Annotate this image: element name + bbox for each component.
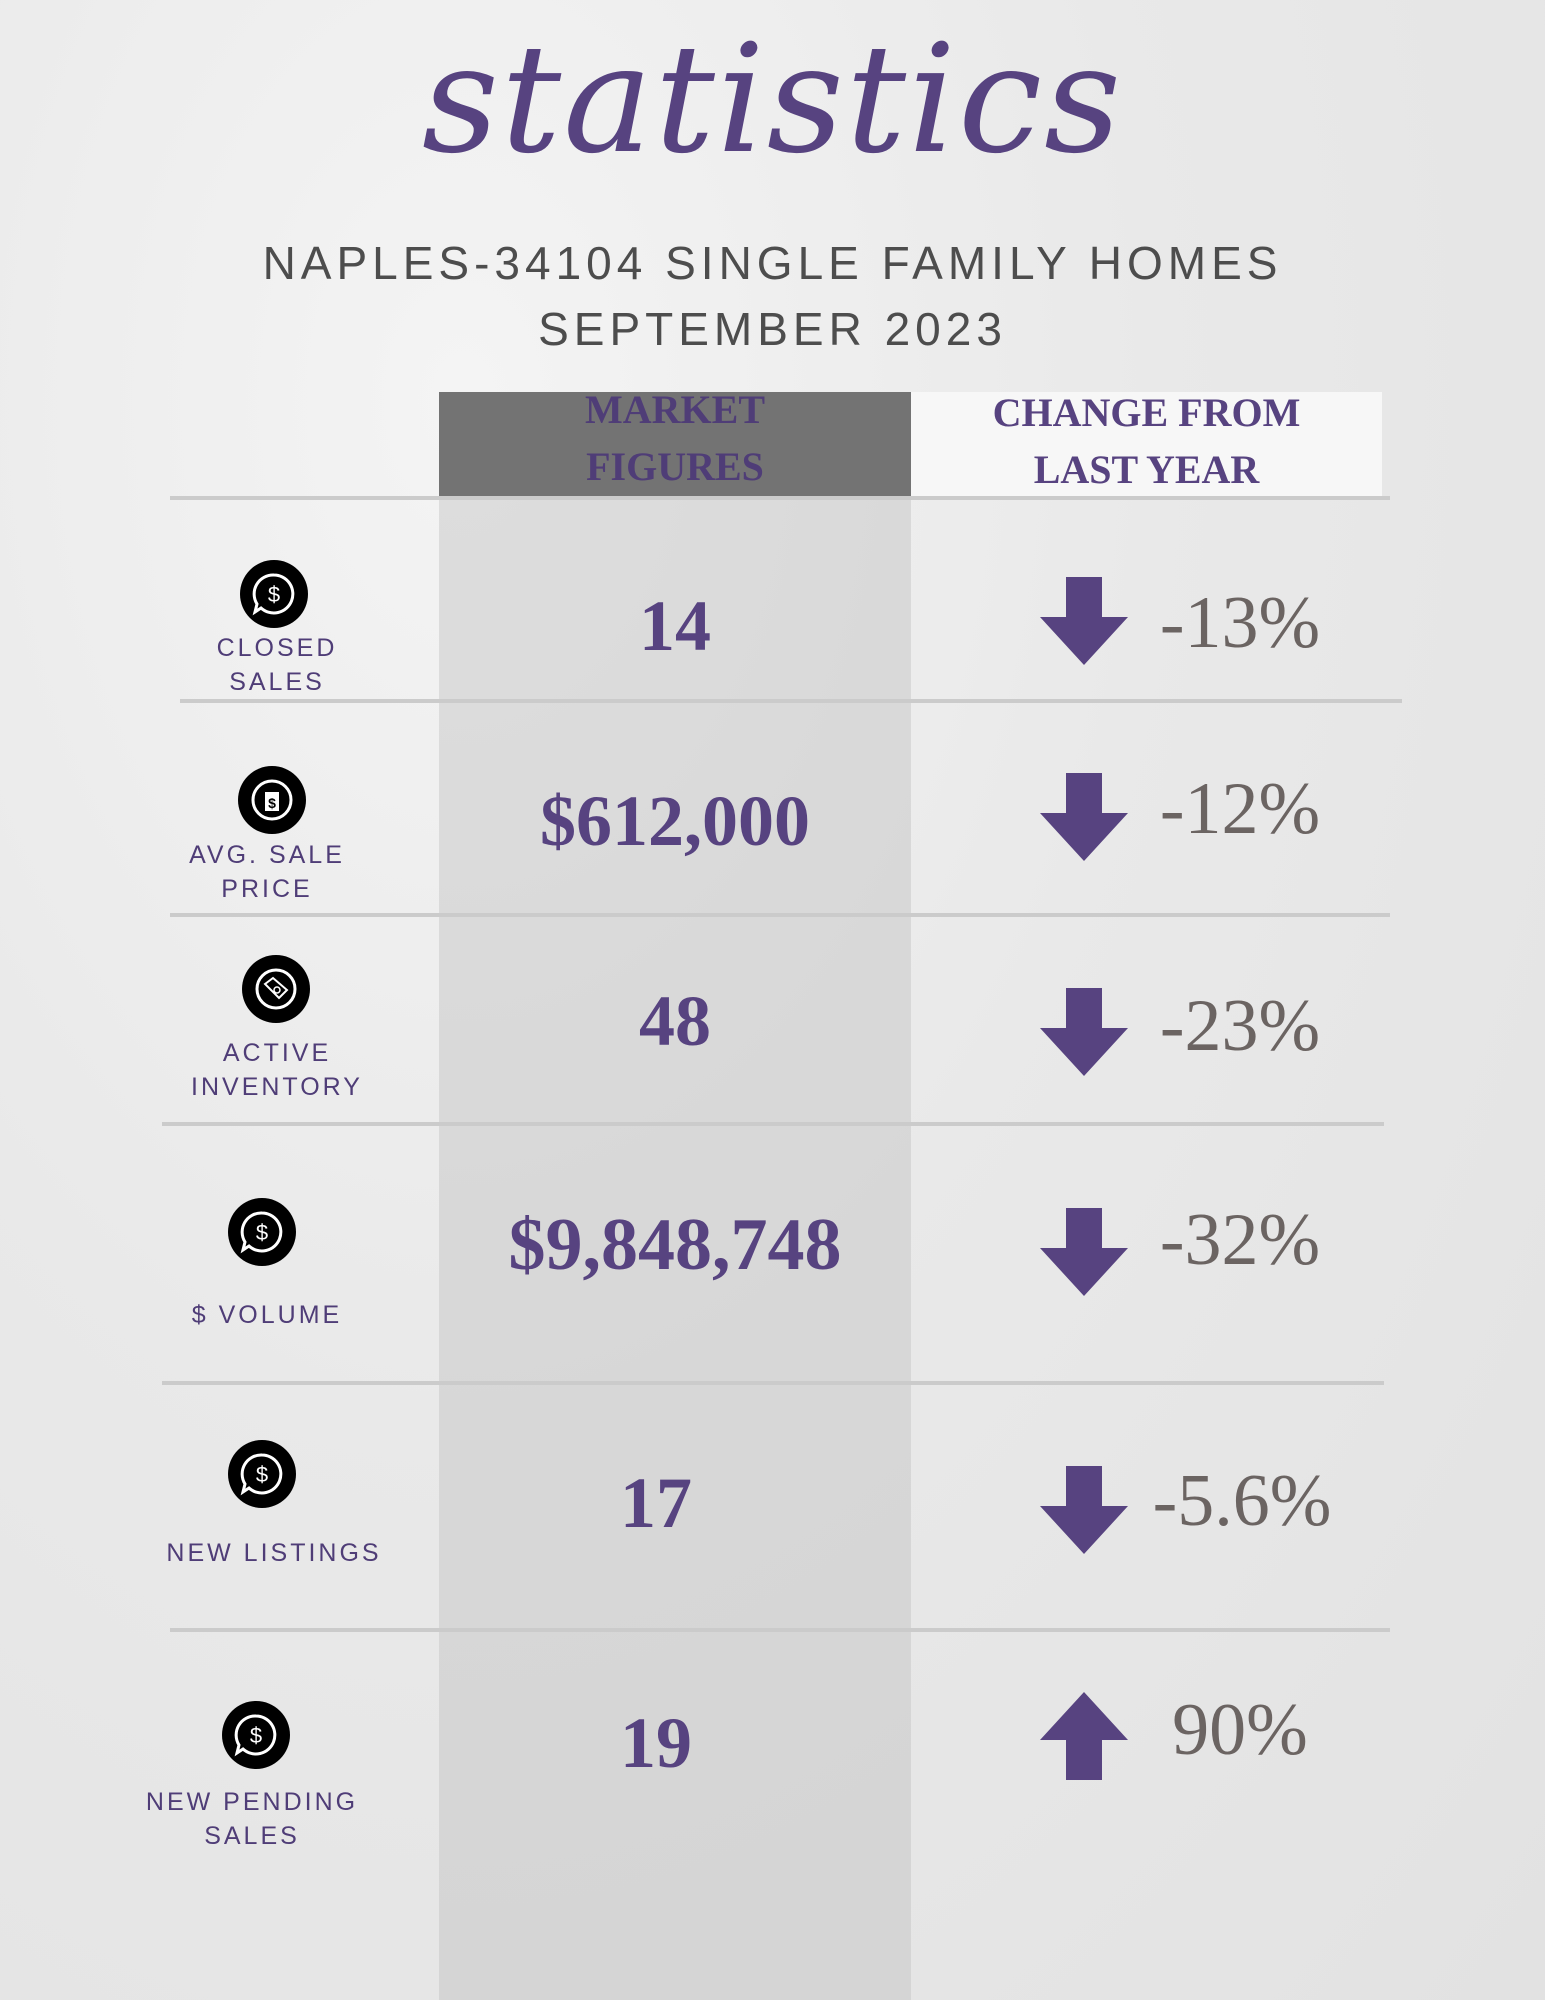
dollar-chat-icon: $: [240, 560, 308, 628]
divider: [170, 1628, 1390, 1632]
market-figures-header-bg: [439, 392, 911, 497]
change-new-pending-sales: 90%: [1172, 1689, 1308, 1771]
subtitle-location: NAPLES-34104 SINGLE FAMILY HOMES: [262, 237, 1283, 289]
value-closed-sales: 14: [639, 586, 711, 666]
row-label-new-pending-sales: NEW PENDING SALES: [145, 1788, 359, 1850]
change-header: CHANGE FROM LAST YEAR: [911, 384, 1382, 498]
divider: [170, 496, 1390, 500]
arrow-down-icon: [1040, 773, 1128, 861]
row-label-avg-sale-price: AVG. SALE PRICE: [189, 841, 345, 903]
value-avg-sale-price: $612,000: [540, 781, 810, 861]
svg-text:$: $: [268, 582, 280, 607]
change-avg-sale-price: -12%: [1159, 768, 1321, 850]
arrow-up-icon: [1040, 1692, 1128, 1780]
divider: [180, 699, 1402, 703]
arrow-down-icon: [1040, 988, 1128, 1076]
value-active-inventory: 48: [639, 981, 711, 1061]
market-figures-header-line2: FIGURES: [586, 444, 764, 489]
change-volume: -32%: [1159, 1199, 1321, 1281]
row-label-new-listings: NEW LISTINGS: [166, 1539, 382, 1567]
page-title: statistics: [421, 13, 1124, 187]
value-volume: $9,848,748: [508, 1204, 842, 1286]
value-new-listings: 17: [620, 1463, 692, 1543]
arrow-down-icon: [1040, 1466, 1128, 1554]
divider: [170, 913, 1390, 917]
row-label-volume: $ VOLUME: [191, 1301, 343, 1329]
market-figures-header: MARKET FIGURES: [439, 381, 911, 495]
tag-icon: [242, 955, 310, 1023]
dollar-chat-icon: $: [222, 1701, 290, 1769]
change-new-listings: -5.6%: [1152, 1460, 1332, 1542]
change-closed-sales: -13%: [1159, 582, 1321, 664]
svg-text:$: $: [256, 1220, 268, 1245]
svg-text:$: $: [250, 1723, 262, 1748]
price-tag-icon: $: [238, 766, 306, 834]
dollar-chat-icon: $: [228, 1198, 296, 1266]
subtitle-date: SEPTEMBER 2023: [538, 303, 1007, 355]
arrow-down-icon: [1040, 1208, 1128, 1296]
market-figures-column-bg: [439, 497, 911, 2000]
change-header-bg: [911, 392, 1382, 497]
row-label-active-inventory: ACTIVE INVENTORY: [191, 1039, 363, 1101]
dollar-chat-icon: $: [228, 1440, 296, 1508]
change-header-line2: LAST YEAR: [1033, 447, 1260, 492]
arrow-down-icon: [1040, 577, 1128, 665]
divider: [162, 1381, 1384, 1385]
change-active-inventory: -23%: [1159, 985, 1321, 1067]
svg-text:$: $: [268, 795, 276, 811]
svg-text:$: $: [256, 1462, 268, 1487]
market-figures-header-line1: MARKET: [585, 387, 765, 432]
value-new-pending-sales: 19: [620, 1703, 692, 1783]
row-label-closed-sales: CLOSED SALES: [216, 634, 338, 696]
change-header-line1: CHANGE FROM: [992, 390, 1301, 435]
divider: [162, 1122, 1384, 1126]
